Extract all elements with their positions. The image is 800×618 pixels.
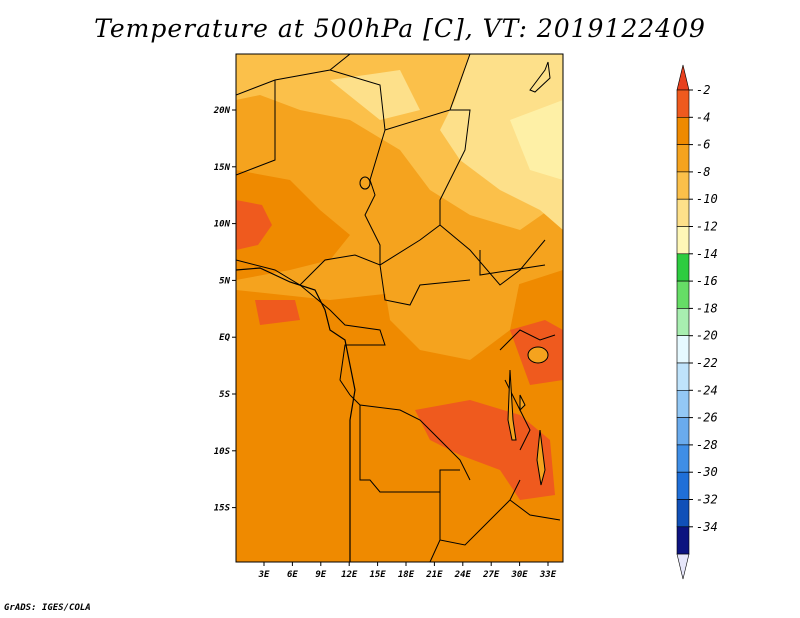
colorbar-label: -14 <box>696 247 718 261</box>
colorbar-segment <box>676 117 690 145</box>
x-tick-label: 3E <box>258 570 270 580</box>
colorbar-bottom-arrow <box>676 553 690 580</box>
colorbar-label: -28 <box>696 438 718 452</box>
field-band-minus10 <box>440 54 563 230</box>
field-warm-gulf <box>255 300 300 325</box>
colorbar-segment <box>676 526 690 555</box>
colorbar-label: -8 <box>696 165 710 179</box>
colorbar-segment <box>676 144 690 173</box>
colorbar-label: -26 <box>696 411 718 425</box>
colorbar-segment <box>676 417 690 446</box>
country-borders <box>236 54 561 562</box>
colorbar-label: -12 <box>696 220 718 234</box>
lake-malawi <box>536 429 546 486</box>
colorbar-segment <box>676 362 690 391</box>
colorbar-label: -32 <box>696 493 718 507</box>
x-axis: 3E 6E 9E 12E 15E 18E 21E 24E 27E 30E 33E <box>258 562 557 580</box>
grads-credit: GrADS: IGES/COLA <box>4 603 91 613</box>
lake-tanganyika <box>507 369 517 441</box>
x-tick-label: 9E <box>315 570 326 580</box>
colorbar-segment <box>676 280 690 309</box>
colorbar-label: -18 <box>696 301 718 315</box>
colorbar-label: -22 <box>696 356 718 370</box>
coastline <box>236 267 356 562</box>
chart-title: Temperature at 500hPa [C], VT: 201912240… <box>94 14 706 43</box>
field-band-minus10-core <box>510 100 563 180</box>
field-band-minus10-north <box>330 70 420 120</box>
colorbar-label: -20 <box>696 329 718 343</box>
colorbar-label: -16 <box>696 274 718 288</box>
lakes <box>359 176 549 486</box>
colorbar-segment <box>676 389 690 418</box>
x-tick-label: 12E <box>341 570 358 580</box>
lake-chad <box>359 176 371 190</box>
field-warm-west <box>236 200 272 250</box>
colorbar-segment <box>676 198 690 227</box>
colorbar-segment <box>676 499 690 528</box>
colorbar-segment <box>676 471 690 500</box>
colorbar-label: -6 <box>696 138 710 152</box>
colorbar-top-arrow <box>676 64 690 91</box>
field-band-minus4-west <box>236 170 350 280</box>
colorbar-segment <box>676 335 690 364</box>
colorbar-segment <box>676 89 690 118</box>
x-tick-label: 21E <box>425 570 443 580</box>
map-frame <box>235 53 564 563</box>
colorbar-segment <box>676 253 690 282</box>
y-tick-label: 10S <box>214 447 231 457</box>
x-tick-label: 18E <box>398 570 415 580</box>
colorbar-segment <box>676 444 690 473</box>
y-tick-label: 15S <box>214 504 231 514</box>
y-tick-label: 5S <box>219 390 230 400</box>
x-tick-label: 15E <box>369 570 386 580</box>
colorbar-label: -4 <box>696 110 710 124</box>
lake-victoria <box>527 346 549 364</box>
y-tick-label: 20N <box>213 106 231 116</box>
x-tick-label: 6E <box>287 570 298 580</box>
y-tick-label: 15N <box>214 163 231 173</box>
colorbar-segment <box>676 171 690 200</box>
y-tick-label: 10N <box>214 220 231 230</box>
y-axis: 20N 15N 10N 5N EQ 5S 10S 15S <box>213 106 236 514</box>
colorbar-label: -34 <box>696 520 718 534</box>
colorbar-label: -2 <box>696 83 710 97</box>
x-tick-label: 30E <box>510 570 528 580</box>
colorbar-label: -30 <box>696 465 718 479</box>
colorbar: -2 -4 -6 -8 -10 -12 -14 -16 -18 -20 -22 -24 -26 -28 -3… <box>676 64 718 580</box>
x-tick-label: 33E <box>539 570 557 580</box>
y-tick-label: 5N <box>219 276 230 286</box>
map-field <box>236 54 563 562</box>
colorbar-label: -24 <box>696 383 718 397</box>
colorbar-segment <box>676 308 690 336</box>
field-warm-southeast <box>415 400 555 500</box>
x-tick-label: 27E <box>482 570 500 580</box>
red-sea-coast <box>529 61 551 93</box>
lake-kivu <box>519 394 526 412</box>
y-tick-label: EQ <box>219 333 230 343</box>
field-band-minus6-central <box>380 250 520 360</box>
colorbar-segment <box>676 226 690 255</box>
x-tick-label: 24E <box>454 570 472 580</box>
colorbar-label: -10 <box>696 192 718 206</box>
